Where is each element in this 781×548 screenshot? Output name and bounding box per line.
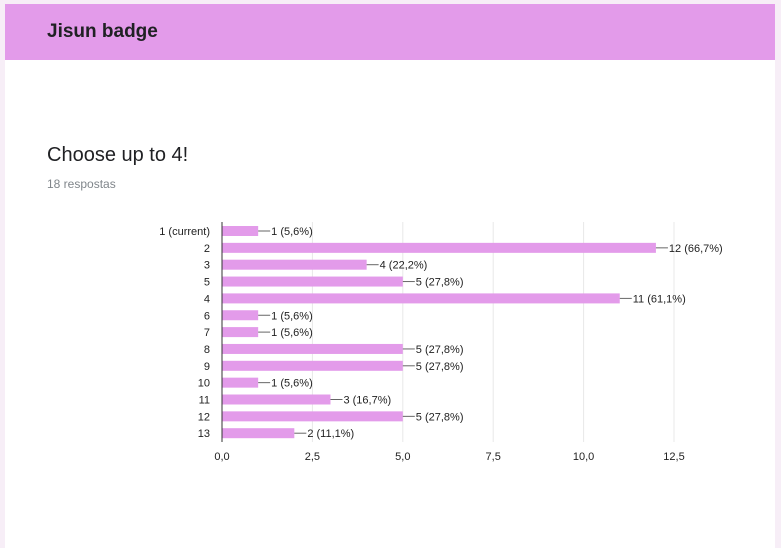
bar: [222, 394, 331, 405]
category-label: 6: [204, 310, 210, 322]
bar: [222, 259, 367, 270]
bar: [222, 293, 620, 304]
value-label: 5 (27,8%): [416, 277, 464, 289]
bar: [222, 343, 403, 354]
value-label: 2 (11,1%): [307, 428, 354, 440]
value-label: 1 (5,6%): [271, 327, 313, 339]
value-label: 12 (66,7%): [669, 243, 723, 255]
x-tick-label: 12,5: [663, 451, 684, 463]
category-label: 3: [204, 260, 210, 272]
category-label: 2: [204, 243, 210, 255]
category-label: 10: [198, 378, 210, 390]
bar: [222, 226, 259, 236]
value-label: 1 (5,6%): [271, 226, 313, 238]
value-label: 5 (27,8%): [416, 411, 464, 423]
form-summary-card: Jisun badge Choose up to 4! 18 respostas: [5, 4, 775, 548]
category-label: 7: [204, 327, 210, 339]
value-label: 1 (5,6%): [271, 310, 313, 322]
category-label: 13: [198, 428, 210, 440]
form-header: Jisun badge: [5, 4, 775, 60]
value-label: 1 (5,6%): [271, 378, 313, 390]
form-title: Jisun badge: [47, 21, 158, 42]
category-label: 5: [204, 277, 210, 289]
bar: [222, 276, 403, 287]
value-label: 4 (22,2%): [380, 260, 428, 272]
bar: [222, 411, 403, 422]
bar: [222, 360, 403, 371]
category-label: 4: [204, 293, 210, 305]
x-tick-label: 0,0: [214, 451, 229, 463]
category-label: 8: [204, 344, 210, 356]
category-label: 9: [204, 361, 210, 373]
x-tick-label: 2,5: [305, 451, 320, 463]
bar: [222, 310, 259, 321]
bar: [222, 242, 656, 253]
category-label: 12: [198, 411, 210, 423]
category-label: 1 (current): [159, 226, 210, 238]
x-tick-label: 5,0: [395, 451, 410, 463]
value-label: 11 (61,1%): [633, 293, 686, 305]
question-title: Choose up to 4!: [47, 144, 189, 166]
x-tick-label: 7,5: [486, 451, 501, 463]
value-label: 5 (27,8%): [416, 361, 464, 373]
x-tick-label: 10,0: [573, 451, 594, 463]
bar: [222, 377, 259, 388]
value-label: 5 (27,8%): [416, 344, 464, 356]
bar: [222, 428, 295, 439]
value-label: 3 (16,7%): [343, 395, 391, 407]
bar: [222, 327, 259, 338]
category-label: 11: [199, 395, 210, 407]
response-count: 18 respostas: [47, 177, 116, 191]
